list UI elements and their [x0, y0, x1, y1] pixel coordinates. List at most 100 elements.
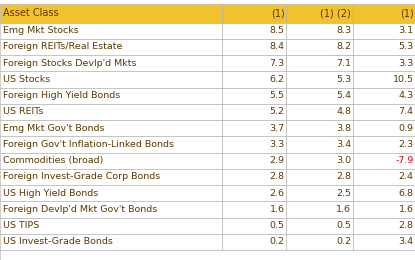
Text: US Stocks: US Stocks — [3, 75, 51, 84]
Bar — [353, 153, 415, 169]
Bar — [353, 23, 415, 39]
Text: 5.3: 5.3 — [398, 42, 413, 51]
Bar — [222, 55, 286, 71]
Bar — [222, 218, 286, 234]
Text: -7.9: -7.9 — [395, 156, 413, 165]
Text: Foreign Invest-Grade Corp Bonds: Foreign Invest-Grade Corp Bonds — [3, 172, 161, 181]
Text: 1.6: 1.6 — [270, 205, 285, 214]
Bar — [286, 120, 353, 136]
Text: Foreign Stocks Devlp'd Mkts: Foreign Stocks Devlp'd Mkts — [3, 59, 137, 68]
Text: 3.4: 3.4 — [398, 237, 413, 246]
Text: Asset Class: Asset Class — [3, 8, 59, 18]
Bar — [286, 39, 353, 55]
Text: Emg Mkt Stocks: Emg Mkt Stocks — [3, 26, 79, 35]
Text: 5.2: 5.2 — [270, 107, 285, 116]
Text: 3.4: 3.4 — [336, 140, 351, 149]
Bar — [222, 185, 286, 201]
Text: 1.6: 1.6 — [336, 205, 351, 214]
Text: 3.7: 3.7 — [270, 124, 285, 133]
Text: 1.6: 1.6 — [398, 205, 413, 214]
Text: 7.3: 7.3 — [270, 59, 285, 68]
Bar — [222, 39, 286, 55]
Text: 0.5: 0.5 — [270, 221, 285, 230]
Text: 8.4: 8.4 — [270, 42, 285, 51]
Bar — [286, 104, 353, 120]
Text: US High Yield Bonds: US High Yield Bonds — [3, 189, 99, 198]
Text: Foreign Gov't Inflation-Linked Bonds: Foreign Gov't Inflation-Linked Bonds — [3, 140, 174, 149]
Bar — [0, 88, 222, 104]
Bar — [286, 201, 353, 218]
Text: 2.8: 2.8 — [398, 221, 413, 230]
Bar — [286, 23, 353, 39]
Bar — [286, 71, 353, 88]
Text: 2.8: 2.8 — [270, 172, 285, 181]
Text: Emg Mkt Gov't Bonds: Emg Mkt Gov't Bonds — [3, 124, 105, 133]
Bar — [353, 120, 415, 136]
Bar — [0, 234, 222, 250]
Text: Foreign REITs/Real Estate: Foreign REITs/Real Estate — [3, 42, 123, 51]
Bar — [286, 88, 353, 104]
Bar — [0, 136, 222, 153]
Bar — [286, 153, 353, 169]
Bar — [222, 4, 286, 23]
Text: 5.4: 5.4 — [336, 91, 351, 100]
Text: 2.3: 2.3 — [398, 140, 413, 149]
Bar — [222, 169, 286, 185]
Bar — [222, 88, 286, 104]
Bar — [0, 201, 222, 218]
Bar — [0, 39, 222, 55]
Bar — [353, 201, 415, 218]
Text: 2.9: 2.9 — [270, 156, 285, 165]
Text: 2.5: 2.5 — [336, 189, 351, 198]
Bar — [353, 218, 415, 234]
Text: 2.8: 2.8 — [336, 172, 351, 181]
Bar — [222, 104, 286, 120]
Text: 2.6: 2.6 — [270, 189, 285, 198]
Text: 6.8: 6.8 — [398, 189, 413, 198]
Bar — [353, 55, 415, 71]
Bar — [353, 4, 415, 23]
Text: 0.2: 0.2 — [270, 237, 285, 246]
Bar — [286, 4, 353, 23]
Text: 3.0: 3.0 — [336, 156, 351, 165]
Bar — [0, 55, 222, 71]
Bar — [222, 234, 286, 250]
Text: (1): (1) — [400, 8, 413, 18]
Bar — [353, 234, 415, 250]
Bar — [222, 23, 286, 39]
Bar — [0, 250, 415, 260]
Bar — [353, 88, 415, 104]
Bar — [222, 201, 286, 218]
Text: US TIPS: US TIPS — [3, 221, 39, 230]
Bar — [286, 136, 353, 153]
Text: US Invest-Grade Bonds: US Invest-Grade Bonds — [3, 237, 113, 246]
Text: 4.3: 4.3 — [398, 91, 413, 100]
Text: 8.3: 8.3 — [336, 26, 351, 35]
Text: US REITs: US REITs — [3, 107, 44, 116]
Text: 5.5: 5.5 — [270, 91, 285, 100]
Bar — [222, 120, 286, 136]
Text: 4.8: 4.8 — [336, 107, 351, 116]
Bar — [0, 104, 222, 120]
Text: 7.1: 7.1 — [336, 59, 351, 68]
Text: 7.4: 7.4 — [398, 107, 413, 116]
Text: 8.5: 8.5 — [270, 26, 285, 35]
Bar — [222, 136, 286, 153]
Bar — [222, 71, 286, 88]
Text: 3.8: 3.8 — [336, 124, 351, 133]
Text: 10.5: 10.5 — [393, 75, 413, 84]
Text: 8.2: 8.2 — [336, 42, 351, 51]
Text: 0.9: 0.9 — [398, 124, 413, 133]
Bar — [222, 153, 286, 169]
Bar — [353, 39, 415, 55]
Bar — [0, 169, 222, 185]
Bar — [286, 234, 353, 250]
Bar — [286, 218, 353, 234]
Text: (1) (2): (1) (2) — [320, 8, 351, 18]
Text: Commodities (broad): Commodities (broad) — [3, 156, 104, 165]
Text: 0.5: 0.5 — [336, 221, 351, 230]
Bar — [0, 4, 222, 23]
Text: 3.3: 3.3 — [398, 59, 413, 68]
Bar — [353, 104, 415, 120]
Bar — [353, 169, 415, 185]
